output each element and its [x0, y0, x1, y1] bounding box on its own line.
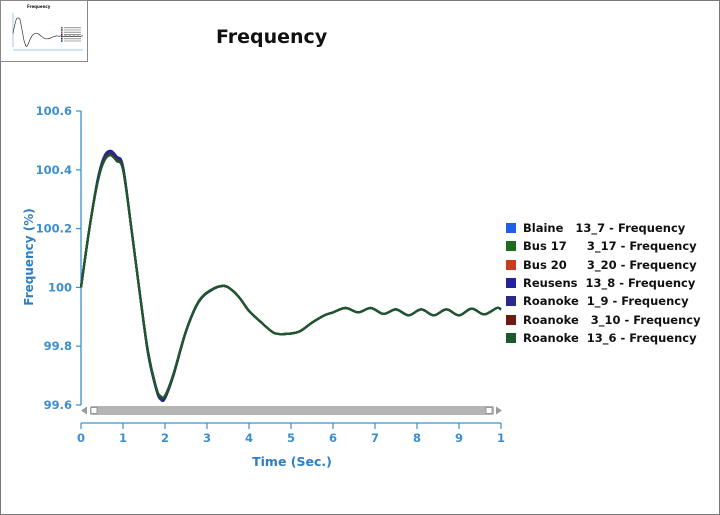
- scrollbar-left-handle[interactable]: [90, 407, 98, 414]
- legend-label: Roanoke 3_10 - Frequency: [523, 312, 701, 327]
- x-tick-label: 5: [287, 431, 295, 445]
- legend-item[interactable]: Blaine 13_7 - Frequency: [506, 219, 701, 237]
- legend-item[interactable]: Roanoke 13_6 - Frequency: [506, 329, 701, 347]
- scroll-left-arrow-icon[interactable]: [81, 406, 87, 415]
- legend-item[interactable]: Roanoke 3_10 - Frequency: [506, 310, 701, 328]
- x-tick-label: 1: [119, 431, 127, 445]
- x-axis-label: Time (Sec.): [252, 454, 332, 469]
- y-tick-label: 99.6: [44, 398, 72, 412]
- x-tick-label: 2: [161, 431, 169, 445]
- thumbnail-title: Frequency: [27, 4, 51, 9]
- y-tick-label: 100: [48, 280, 72, 294]
- x-tick-label: 7: [371, 431, 379, 445]
- series-line-1: [79, 151, 502, 402]
- scrollbar-right-handle[interactable]: [485, 407, 493, 414]
- series-line-4: [79, 149, 502, 403]
- thumbnail-legend-swatch: [61, 38, 63, 40]
- series-line-7: [79, 154, 502, 399]
- y-tick-label: 99.8: [44, 339, 72, 353]
- scrollbar-track[interactable]: [90, 406, 494, 415]
- thumbnail-line: [12, 17, 84, 47]
- legend-item[interactable]: Reusens 13_8 - Frequency: [506, 274, 701, 292]
- legend-item[interactable]: Bus 20 3_20 - Frequency: [506, 256, 701, 274]
- y-tick-label: 100.6: [36, 104, 72, 118]
- thumbnail-legend-swatch: [61, 33, 63, 36]
- thumbnail-legend-swatch: [61, 35, 63, 38]
- legend-label: Reusens 13_8 - Frequency: [523, 276, 696, 291]
- x-tick-label: 9: [455, 431, 463, 445]
- x-tick-label: 6: [329, 431, 337, 445]
- scroll-right-arrow-icon[interactable]: [496, 406, 502, 415]
- legend-swatch: [506, 223, 516, 234]
- legend-swatch: [506, 241, 516, 252]
- x-tick-label: 0: [77, 431, 85, 445]
- legend-label: Blaine 13_7 - Frequency: [523, 221, 686, 236]
- series-line-6: [79, 153, 502, 400]
- legend-label: Roanoke 13_6 - Frequency: [523, 330, 697, 345]
- x-tick-label: 1: [497, 431, 505, 445]
- x-tick-label: 8: [413, 431, 421, 445]
- chart-legend: Blaine 13_7 - Frequency Bus 17 3_17 - Fre…: [506, 219, 701, 347]
- legend-swatch: [506, 278, 516, 289]
- y-axis-label: Frequency (%): [22, 208, 36, 305]
- thumbnail-legend-swatch: [61, 40, 63, 42]
- x-tick-label: 3: [203, 431, 211, 445]
- legend-label: Bus 20 3_20 - Frequency: [523, 257, 697, 272]
- y-tick-label: 100.4: [36, 163, 72, 177]
- series-line-3: [79, 152, 502, 401]
- horizontal-scrollbar[interactable]: [81, 406, 502, 415]
- y-tick-label: 100.2: [36, 222, 72, 236]
- chart-thumbnail[interactable]: Frequency: [0, 0, 88, 62]
- legend-swatch: [506, 296, 516, 307]
- legend-swatch: [506, 332, 516, 343]
- legend-item[interactable]: Roanoke 1_9 - Frequency: [506, 292, 701, 310]
- x-tick-label: 4: [245, 431, 253, 445]
- legend-swatch: [506, 259, 516, 270]
- thumbnail-legend-swatch: [61, 27, 63, 29]
- thumbnail-plot: Frequency: [12, 4, 84, 51]
- series-line-2: [79, 154, 502, 400]
- legend-label: Bus 17 3_17 - Frequency: [523, 239, 697, 254]
- legend-swatch: [506, 314, 516, 325]
- chart-title: Frequency: [216, 26, 328, 48]
- legend-label: Roanoke 1_9 - Frequency: [523, 294, 689, 309]
- thumbnail-legend-swatch: [61, 29, 63, 31]
- series-line-5: [79, 151, 502, 402]
- legend-item[interactable]: Bus 17 3_17 - Frequency: [506, 237, 701, 255]
- thumbnail-legend-swatch: [61, 31, 63, 33]
